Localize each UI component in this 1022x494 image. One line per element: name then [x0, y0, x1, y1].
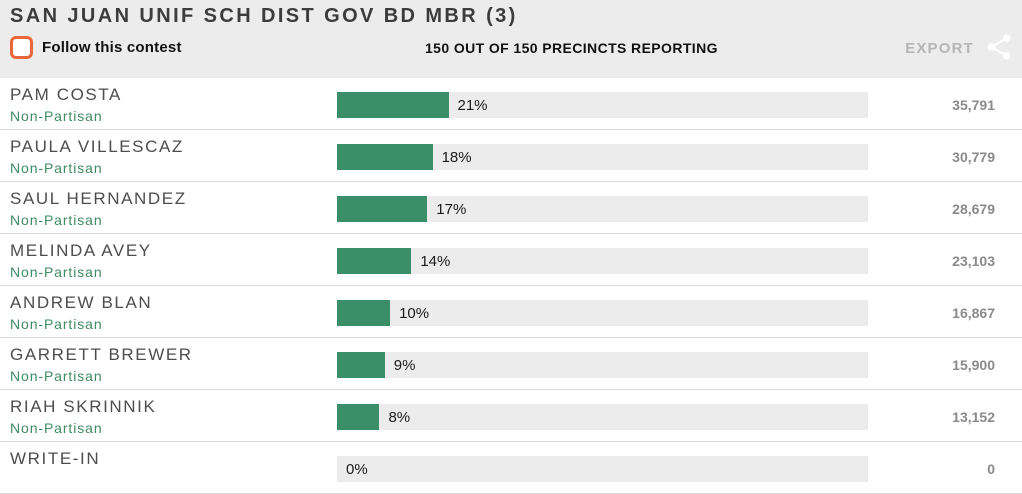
percent-label: 8% — [388, 408, 411, 426]
vote-bar-fill — [337, 404, 380, 430]
percent-label: 21% — [457, 96, 488, 114]
percent-label: 0% — [346, 460, 368, 478]
vote-bar-track: 17% — [337, 196, 868, 222]
vote-bar-track: 8% — [337, 404, 868, 430]
vote-bar-track: 14% — [337, 248, 868, 274]
candidate-name: PAM COSTA — [10, 85, 123, 104]
vote-count: 28,679 — [952, 201, 995, 217]
export-button[interactable]: EXPORT — [905, 40, 974, 57]
candidate-name: RIAH SKRINNIK — [10, 397, 157, 416]
percent-label: 17% — [436, 200, 467, 218]
percent-label: 18% — [441, 148, 472, 166]
vote-count: 0 — [987, 461, 995, 477]
vote-bar-fill — [337, 300, 391, 326]
vote-bar-fill — [337, 248, 412, 274]
vote-bar-track: 21% — [337, 92, 868, 118]
results-list: PAM COSTA Non-Partisan 21% 35,791 PAULA … — [0, 78, 1022, 494]
vote-bar-track: 18% — [337, 144, 868, 170]
follow-contest-control[interactable]: Follow this contest — [10, 36, 182, 59]
vote-bar-track: 0% — [337, 456, 868, 482]
candidate-party: Non-Partisan — [10, 420, 103, 436]
candidate-party: Non-Partisan — [10, 316, 103, 332]
follow-label[interactable]: Follow this contest — [42, 39, 182, 56]
share-icon[interactable] — [984, 32, 1014, 62]
vote-count: 15,900 — [952, 357, 995, 373]
candidate-party: Non-Partisan — [10, 212, 103, 228]
contest-header: SAN JUAN UNIF SCH DIST GOV BD MBR (3) Fo… — [0, 0, 1022, 78]
precincts-reporting-status: 150 OUT OF 150 PRECINCTS REPORTING — [425, 40, 718, 56]
vote-bar-fill — [337, 196, 428, 222]
candidate-party: Non-Partisan — [10, 368, 103, 384]
candidate-row: PAULA VILLESCAZ Non-Partisan 18% 30,779 — [0, 130, 1022, 182]
vote-bar-track: 9% — [337, 352, 868, 378]
vote-count: 30,779 — [952, 149, 995, 165]
percent-label: 10% — [399, 304, 430, 322]
candidate-name: MELINDA AVEY — [10, 241, 152, 260]
vote-count: 16,867 — [952, 305, 995, 321]
candidate-row: WRITE-IN 0% 0 — [0, 442, 1022, 494]
percent-label: 14% — [420, 252, 451, 270]
vote-count: 13,152 — [952, 409, 995, 425]
candidate-name: GARRETT BREWER — [10, 345, 193, 364]
follow-checkbox[interactable] — [10, 36, 33, 59]
candidate-row: ANDREW BLAN Non-Partisan 10% 16,867 — [0, 286, 1022, 338]
vote-bar-fill — [337, 144, 433, 170]
vote-count: 35,791 — [952, 97, 995, 113]
contest-title: SAN JUAN UNIF SCH DIST GOV BD MBR (3) — [10, 5, 518, 27]
candidate-party: Non-Partisan — [10, 108, 103, 124]
candidate-name: ANDREW BLAN — [10, 293, 153, 312]
candidate-party: Non-Partisan — [10, 160, 103, 176]
candidate-row: RIAH SKRINNIK Non-Partisan 8% 13,152 — [0, 390, 1022, 442]
vote-bar-fill — [337, 92, 449, 118]
vote-count: 23,103 — [952, 253, 995, 269]
percent-label: 9% — [393, 356, 416, 374]
vote-bar-fill — [337, 352, 385, 378]
candidate-name: SAUL HERNANDEZ — [10, 189, 187, 208]
candidate-name: PAULA VILLESCAZ — [10, 137, 184, 156]
vote-bar-track: 10% — [337, 300, 868, 326]
candidate-row: GARRETT BREWER Non-Partisan 9% 15,900 — [0, 338, 1022, 390]
candidate-party: Non-Partisan — [10, 264, 103, 280]
candidate-row: PAM COSTA Non-Partisan 21% 35,791 — [0, 78, 1022, 130]
candidate-row: MELINDA AVEY Non-Partisan 14% 23,103 — [0, 234, 1022, 286]
candidate-name: WRITE-IN — [10, 449, 101, 468]
candidate-row: SAUL HERNANDEZ Non-Partisan 17% 28,679 — [0, 182, 1022, 234]
